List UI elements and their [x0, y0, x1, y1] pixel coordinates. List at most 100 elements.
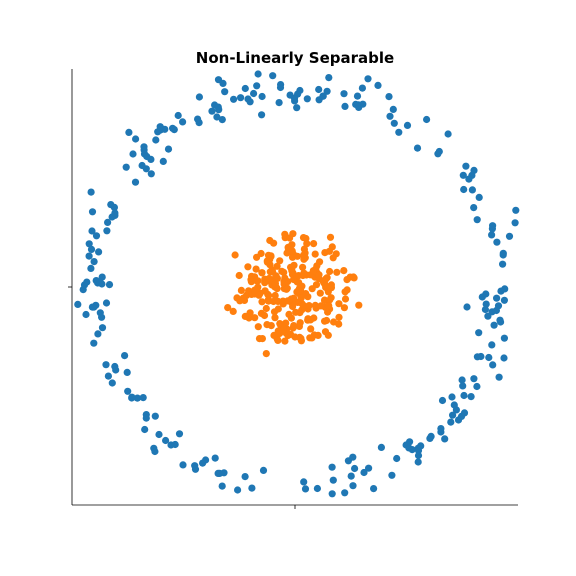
scatter-point-series-1	[465, 175, 473, 183]
scatter-point-series-1	[85, 252, 93, 260]
scatter-point-series-1	[497, 318, 505, 326]
scatter-point-series-1	[500, 296, 508, 304]
scatter-point-series-2	[315, 271, 323, 279]
scatter-point-series-1	[417, 442, 425, 450]
scatter-point-series-1	[269, 72, 277, 80]
scatter-point-series-2	[310, 331, 318, 339]
scatter-point-series-1	[82, 310, 90, 319]
scatter-point-series-2	[274, 297, 282, 305]
scatter-point-series-1	[195, 93, 203, 101]
scatter-point-series-2	[263, 258, 271, 266]
scatter-point-series-2	[270, 331, 278, 339]
scatter-point-series-1	[500, 334, 508, 342]
scatter-point-series-1	[485, 353, 493, 362]
scatter-point-series-2	[255, 291, 263, 299]
chart-title: Non-Linearly Separable	[196, 49, 394, 67]
scatter-point-series-1	[140, 143, 148, 151]
scatter-point-series-1	[475, 329, 483, 337]
scatter-point-series-1	[170, 126, 178, 134]
scatter-point-series-1	[132, 135, 140, 143]
scatter-point-series-1	[360, 468, 368, 477]
scatter-point-series-2	[261, 279, 269, 287]
scatter-point-series-2	[262, 304, 270, 313]
scatter-point-series-2	[254, 323, 262, 331]
scatter-point-series-1	[111, 209, 119, 217]
plot-area	[74, 70, 520, 498]
scatter-point-series-2	[300, 251, 308, 259]
scatter-point-series-1	[211, 454, 219, 462]
scatter-point-series-1	[241, 84, 249, 93]
scatter-point-series-2	[290, 294, 298, 302]
scatter-point-series-2	[304, 293, 312, 301]
scatter-point-series-1	[74, 300, 82, 308]
scatter-point-series-1	[275, 99, 283, 107]
scatter-point-series-2	[327, 284, 335, 292]
scatter-point-series-1	[441, 435, 449, 443]
scatter-point-series-1	[129, 150, 137, 158]
scatter-point-series-2	[299, 234, 308, 242]
scatter-point-series-1	[482, 290, 490, 298]
scatter-point-series-1	[147, 170, 155, 178]
scatter-point-series-2	[311, 250, 319, 258]
scatter-point-series-1	[246, 98, 254, 106]
scatter-point-series-1	[111, 362, 119, 371]
scatter-point-series-1	[493, 294, 501, 302]
scatter-point-series-1	[296, 86, 304, 95]
scatter-point-series-1	[156, 123, 164, 131]
scatter-point-series-1	[390, 119, 398, 127]
scatter-point-series-1	[481, 305, 489, 314]
scatter-point-series-2	[262, 350, 270, 358]
scatter-point-series-1	[87, 188, 95, 196]
scatter-point-series-2	[341, 295, 350, 303]
scatter-point-series-1	[105, 281, 114, 289]
scatter-point-series-1	[501, 285, 509, 293]
scatter-point-series-1	[450, 401, 458, 409]
scatter-point-series-1	[218, 482, 226, 490]
scatter-point-series-2	[274, 336, 282, 344]
scatter-point-series-1	[175, 430, 184, 438]
scatter-point-series-1	[293, 104, 301, 112]
scatter-point-series-1	[254, 70, 262, 78]
scatter-point-series-1	[218, 116, 226, 124]
scatter-point-series-1	[142, 165, 150, 173]
scatter-point-series-1	[103, 227, 111, 235]
scatter-point-series-1	[323, 87, 331, 95]
scatter-point-series-1	[423, 115, 431, 124]
scatter-point-series-1	[499, 251, 507, 259]
scatter-point-series-2	[304, 315, 312, 323]
scatter-point-series-1	[141, 425, 149, 434]
scatter-point-series-1	[340, 90, 348, 98]
scatter-point-series-1	[221, 88, 229, 96]
scatter-point-series-1	[159, 157, 167, 165]
scatter-point-series-1	[393, 454, 401, 463]
scatter-point-series-1	[499, 260, 507, 268]
scatter-point-series-1	[449, 411, 457, 419]
scatter-point-series-1	[164, 145, 173, 153]
scatter-point-series-1	[385, 93, 393, 101]
scatter-point-series-1	[230, 95, 238, 103]
scatter-point-series-1	[85, 240, 93, 248]
scatter-point-series-1	[460, 391, 468, 400]
scatter-point-series-1	[174, 111, 182, 120]
scatter-point-series-1	[389, 105, 397, 113]
scatter-point-series-1	[493, 238, 501, 246]
scatter-point-series-2	[229, 307, 237, 315]
scatter-point-series-1	[104, 372, 112, 380]
scatter-point-series-1	[484, 312, 492, 320]
scatter-point-series-1	[250, 89, 258, 98]
scatter-point-series-1	[488, 341, 496, 349]
scatter-point-series-1	[125, 128, 133, 136]
scatter-point-series-1	[104, 218, 112, 226]
scatter-point-series-1	[505, 232, 514, 240]
scatter-point-series-2	[251, 314, 259, 322]
scatter-point-series-1	[365, 464, 373, 472]
scatter-point-series-1	[152, 136, 160, 144]
scatter-point-series-1	[460, 185, 468, 194]
scatter-point-series-1	[414, 458, 422, 466]
scatter-point-series-1	[258, 111, 266, 119]
scatter-point-series-1	[492, 306, 500, 315]
scatter-point-series-1	[234, 486, 242, 494]
scatter-point-series-2	[324, 308, 332, 316]
scatter-point-series-1	[435, 147, 443, 156]
scatter-point-series-1	[448, 393, 456, 401]
